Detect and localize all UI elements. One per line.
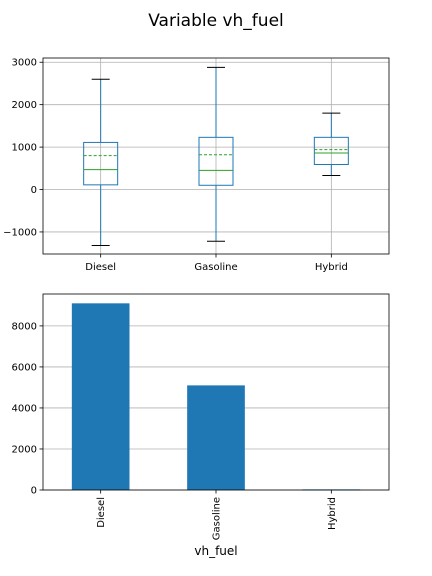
bar-chart: 0 2000 4000 6000 8000 Diesel Gasoline Hybrid vh… <box>12 293 390 558</box>
box-body <box>198 136 234 186</box>
figure-title: Variable vh_fuel <box>148 11 284 31</box>
bar-y-tick-label: 2000 <box>12 444 37 455</box>
bar-y-tick-label: 0 <box>31 486 37 497</box>
box-diesel <box>83 78 119 247</box>
box-y-tick-label: 3000 <box>12 58 37 69</box>
box-body <box>83 141 119 186</box>
box-x-tick-label-gasoline: Gasoline <box>194 262 237 273</box>
bar-y-tick-label: 8000 <box>12 321 37 332</box>
box-y-tick-label: −1000 <box>3 227 37 238</box>
box-tick-labels: −1000 0 1000 2000 3000 Diesel Gasoline Hybrid <box>3 58 348 273</box>
bar-y-tick-label: 6000 <box>12 362 37 373</box>
bar-x-tick-label-gasoline: Gasoline <box>212 497 223 540</box>
box-y-tick-label: 1000 <box>12 143 37 154</box>
bar-x-tick-label-hybrid: Hybrid <box>327 497 338 530</box>
box-y-tick-label: 2000 <box>12 100 37 111</box>
bar-x-axis-label: vh_fuel <box>194 544 237 558</box>
box-x-tick-label-diesel: Diesel <box>85 262 116 273</box>
box-x-tick-label-hybrid: Hybrid <box>315 262 348 273</box>
box-marks <box>83 66 349 247</box>
bar-y-tick-label: 4000 <box>12 403 37 414</box>
bar-marks <box>71 303 361 491</box>
box-gasoline <box>198 66 234 242</box>
bar-diesel <box>71 303 130 490</box>
bar-x-tick-label-diesel: Diesel <box>96 497 107 528</box>
bar-gasoline <box>187 385 245 490</box>
box-chart: −1000 0 1000 2000 3000 Diesel Gasoline Hybrid <box>3 57 390 273</box>
box-hybrid <box>313 112 349 177</box>
bar-tick-labels: 0 2000 4000 6000 8000 Diesel Gasoline Hybrid <box>12 321 338 540</box>
box-body <box>313 136 349 165</box>
box-y-tick-label: 0 <box>31 185 37 196</box>
